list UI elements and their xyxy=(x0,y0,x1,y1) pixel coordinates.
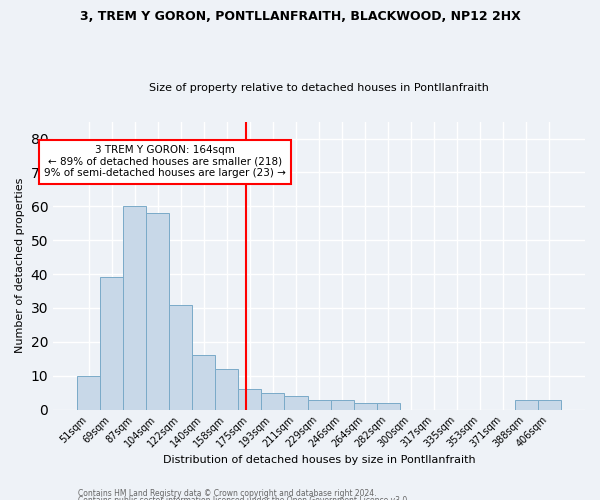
Text: 3, TREM Y GORON, PONTLLANFRAITH, BLACKWOOD, NP12 2HX: 3, TREM Y GORON, PONTLLANFRAITH, BLACKWO… xyxy=(80,10,520,23)
Text: Contains HM Land Registry data © Crown copyright and database right 2024.: Contains HM Land Registry data © Crown c… xyxy=(78,488,377,498)
Bar xyxy=(169,304,193,410)
X-axis label: Distribution of detached houses by size in Pontllanfraith: Distribution of detached houses by size … xyxy=(163,455,475,465)
Bar xyxy=(215,369,238,410)
Bar xyxy=(100,278,123,409)
Bar xyxy=(146,213,169,410)
Bar xyxy=(538,400,561,409)
Text: 3 TREM Y GORON: 164sqm
← 89% of detached houses are smaller (218)
9% of semi-det: 3 TREM Y GORON: 164sqm ← 89% of detached… xyxy=(44,146,286,178)
Bar xyxy=(238,390,262,409)
Bar xyxy=(284,396,308,409)
Title: Size of property relative to detached houses in Pontllanfraith: Size of property relative to detached ho… xyxy=(149,83,489,93)
Bar xyxy=(77,376,100,410)
Bar xyxy=(123,206,146,410)
Bar xyxy=(377,403,400,409)
Bar xyxy=(331,400,353,409)
Bar xyxy=(262,392,284,409)
Bar xyxy=(515,400,538,409)
Bar xyxy=(353,403,377,409)
Y-axis label: Number of detached properties: Number of detached properties xyxy=(15,178,25,354)
Text: Contains public sector information licensed under the Open Government Licence v3: Contains public sector information licen… xyxy=(78,496,410,500)
Bar xyxy=(308,400,331,409)
Bar xyxy=(193,356,215,410)
